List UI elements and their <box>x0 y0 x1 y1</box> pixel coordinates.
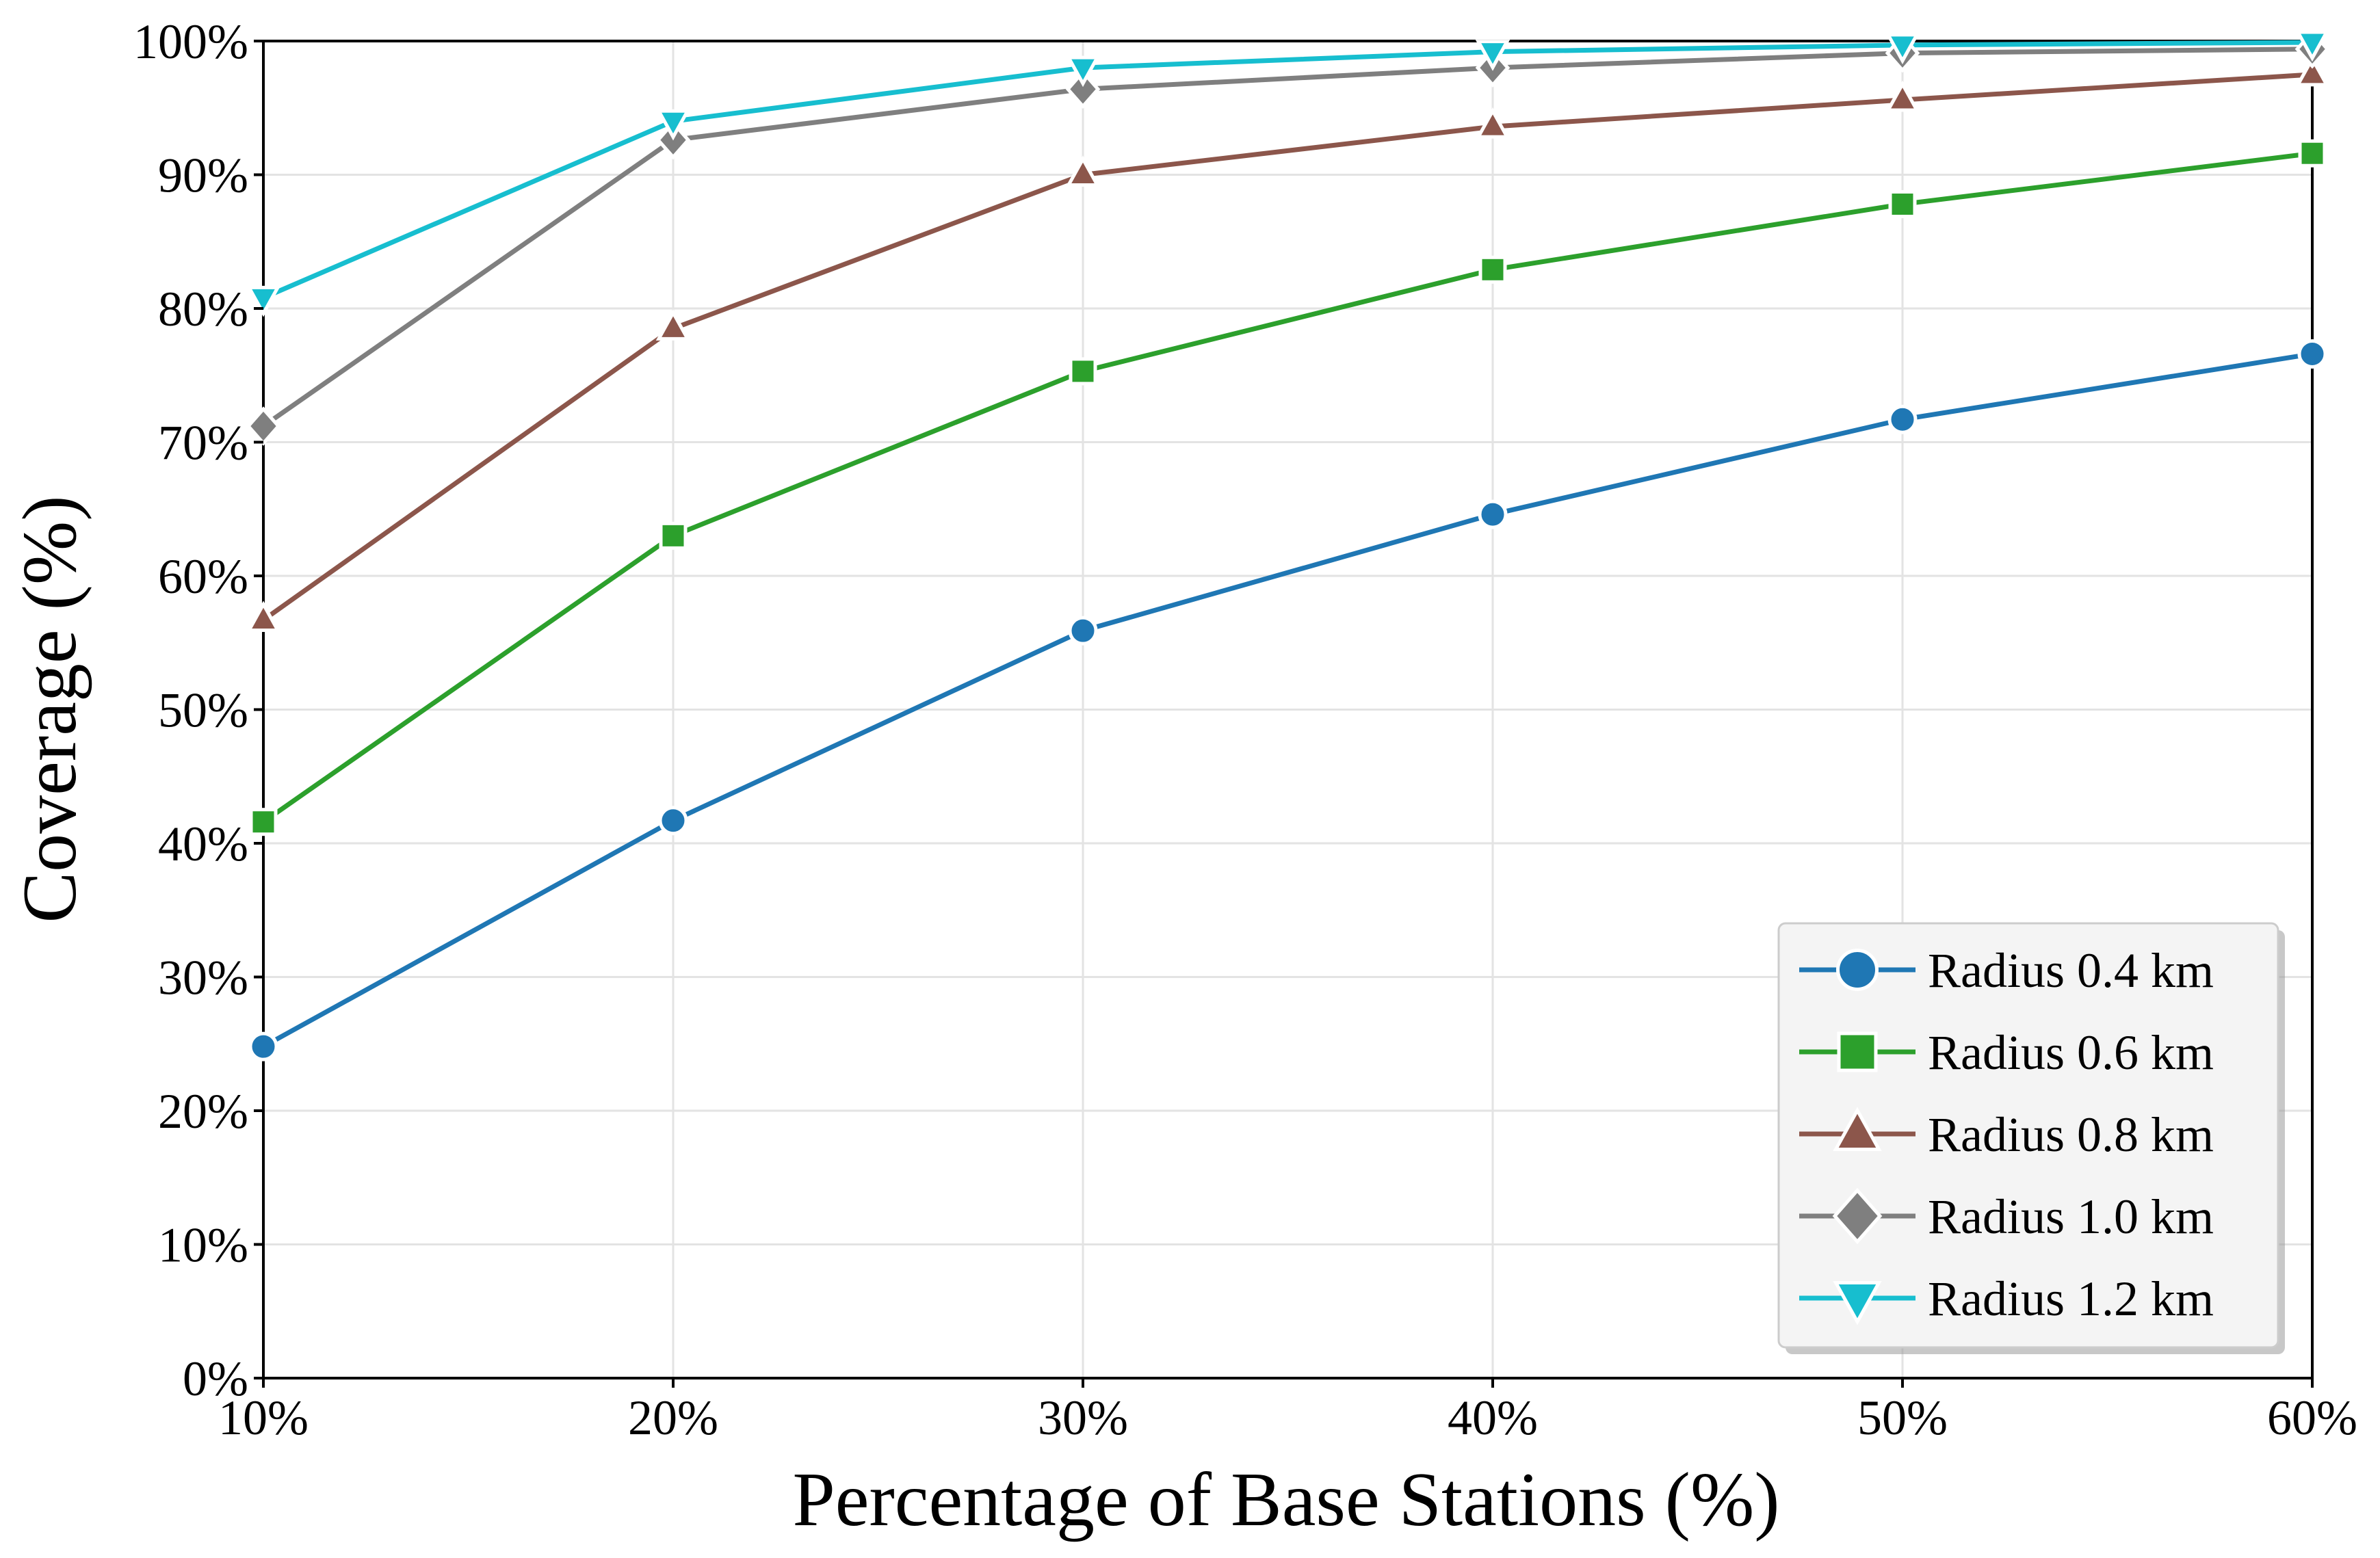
series-0-point-5 <box>2297 339 2327 369</box>
series-0-point-0 <box>248 1031 278 1061</box>
y-axis-title: Coverage (%) <box>8 495 92 923</box>
series-line-2 <box>261 72 2313 622</box>
legend-marker-0 <box>1836 949 1879 991</box>
x-tick-label-4: 50% <box>1857 1390 1948 1445</box>
series-4-point-4 <box>1885 33 1920 65</box>
y-tick-label-9: 90% <box>158 148 248 203</box>
legend-marker-3 <box>1832 1187 1883 1245</box>
legend-label-1: Radius 0.6 km <box>1928 1025 2214 1080</box>
series-1-point-3 <box>1478 255 1507 284</box>
series-1-point-4 <box>1888 190 1917 219</box>
series-0-point-2 <box>1068 616 1098 646</box>
series-1-point-2 <box>1069 357 1097 386</box>
legend-label-2: Radius 0.8 km <box>1928 1107 2214 1162</box>
x-tick-label-3: 40% <box>1448 1390 1538 1445</box>
series-0-point-1 <box>658 806 688 836</box>
series-1-point-1 <box>659 521 688 550</box>
series-4-point-1 <box>655 109 691 141</box>
y-tick-label-5: 50% <box>158 683 248 738</box>
x-tick-label-5: 60% <box>2267 1390 2357 1445</box>
series-4-point-0 <box>246 285 281 317</box>
y-tick-label-3: 30% <box>158 951 248 1005</box>
series-line-1 <box>261 150 2313 824</box>
legend-entries: Radius 0.4 km Radius 0.6 km Radius 0.8 km R… <box>1799 943 2214 1326</box>
y-axis-ticks: 0% 10% 20% 30% 40% 50% 60% 70% 80% 90% 100% <box>133 14 263 1406</box>
legend: Radius 0.4 km Radius 0.6 km Radius 0.8 km R… <box>1777 922 2285 1354</box>
series-4-point-2 <box>1065 55 1101 88</box>
series-1-point-5 <box>2298 139 2327 168</box>
y-tick-label-2: 20% <box>158 1084 248 1139</box>
series-2-point-2 <box>1065 155 1101 187</box>
y-tick-label-7: 70% <box>158 416 248 471</box>
y-tick-label-1: 10% <box>158 1218 248 1273</box>
legend-marker-1 <box>1837 1031 1878 1072</box>
series-2-point-5 <box>2294 55 2330 87</box>
series-1-point-0 <box>249 808 278 836</box>
x-tick-label-2: 30% <box>1038 1390 1128 1445</box>
series-4-point-5 <box>2294 30 2330 62</box>
y-tick-label-10: 100% <box>133 14 248 69</box>
series-line-0 <box>262 352 2313 1049</box>
legend-label-0: Radius 0.4 km <box>1928 943 2214 998</box>
series-0-point-4 <box>1887 404 1918 434</box>
y-tick-label-6: 60% <box>158 549 248 604</box>
x-axis-ticks: 10% 20% 30% 40% 50% 60% <box>218 1378 2357 1445</box>
x-tick-label-0: 10% <box>218 1390 309 1445</box>
y-tick-label-8: 80% <box>158 282 248 336</box>
legend-marker-2 <box>1833 1107 1882 1151</box>
series-markers <box>246 29 2330 1061</box>
x-axis-title: Percentage of Base Stations (%) <box>792 1457 1779 1542</box>
series-4-point-3 <box>1475 40 1511 71</box>
legend-label-4: Radius 1.2 km <box>1928 1271 2214 1326</box>
y-tick-label-0: 0% <box>183 1351 248 1406</box>
legend-box <box>1777 922 2279 1349</box>
series-2-point-0 <box>246 600 281 633</box>
series-lines <box>261 40 2313 1049</box>
y-tick-label-4: 40% <box>158 817 248 871</box>
series-line-3 <box>261 47 2313 428</box>
legend-label-3: Radius 1.0 km <box>1928 1189 2214 1244</box>
series-line-4 <box>262 40 2313 300</box>
series-2-point-1 <box>655 309 691 341</box>
series-2-point-3 <box>1475 107 1511 139</box>
x-tick-label-1: 20% <box>628 1390 718 1445</box>
legend-marker-4 <box>1833 1281 1882 1325</box>
grid-lines <box>263 41 2312 1378</box>
series-2-point-4 <box>1885 80 1920 112</box>
series-0-point-3 <box>1478 499 1508 529</box>
series-3-point-2 <box>1065 69 1101 109</box>
